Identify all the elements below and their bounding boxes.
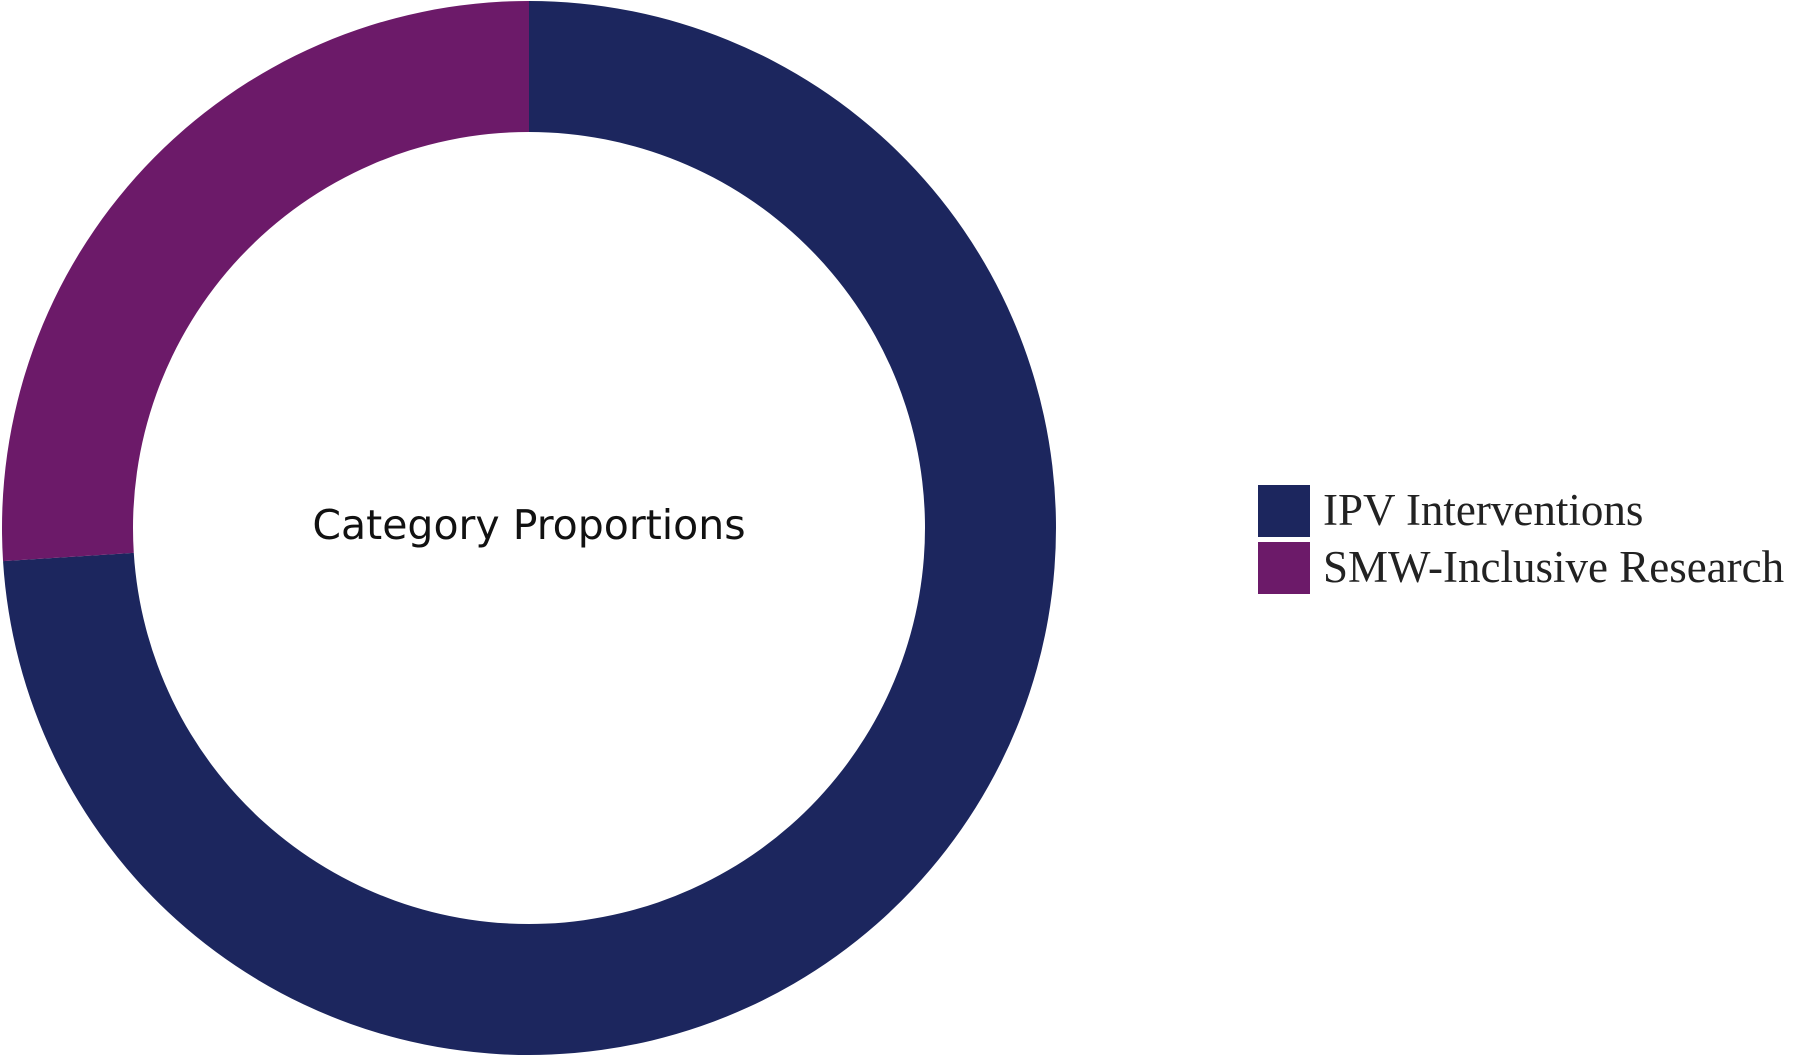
legend-label-smw-inclusive-research: SMW-Inclusive Research (1323, 542, 1785, 592)
legend-swatch-ipv-interventions (1258, 484, 1310, 537)
donut-slice-smw-inclusive-research[interactable] (1, 1, 529, 562)
legend-item-ipv-interventions[interactable]: IPV Interventions (1258, 482, 1784, 539)
donut-center-label: Category Proportions (312, 501, 745, 549)
legend-swatch-smw-inclusive-research (1258, 541, 1310, 594)
legend-item-smw-inclusive-research[interactable]: SMW-Inclusive Research (1258, 539, 1784, 596)
legend-label-ipv-interventions: IPV Interventions (1323, 485, 1644, 535)
donut-slices (1, 1, 1056, 1055)
legend: IPV Interventions SMW-Inclusive Research (1258, 482, 1784, 596)
